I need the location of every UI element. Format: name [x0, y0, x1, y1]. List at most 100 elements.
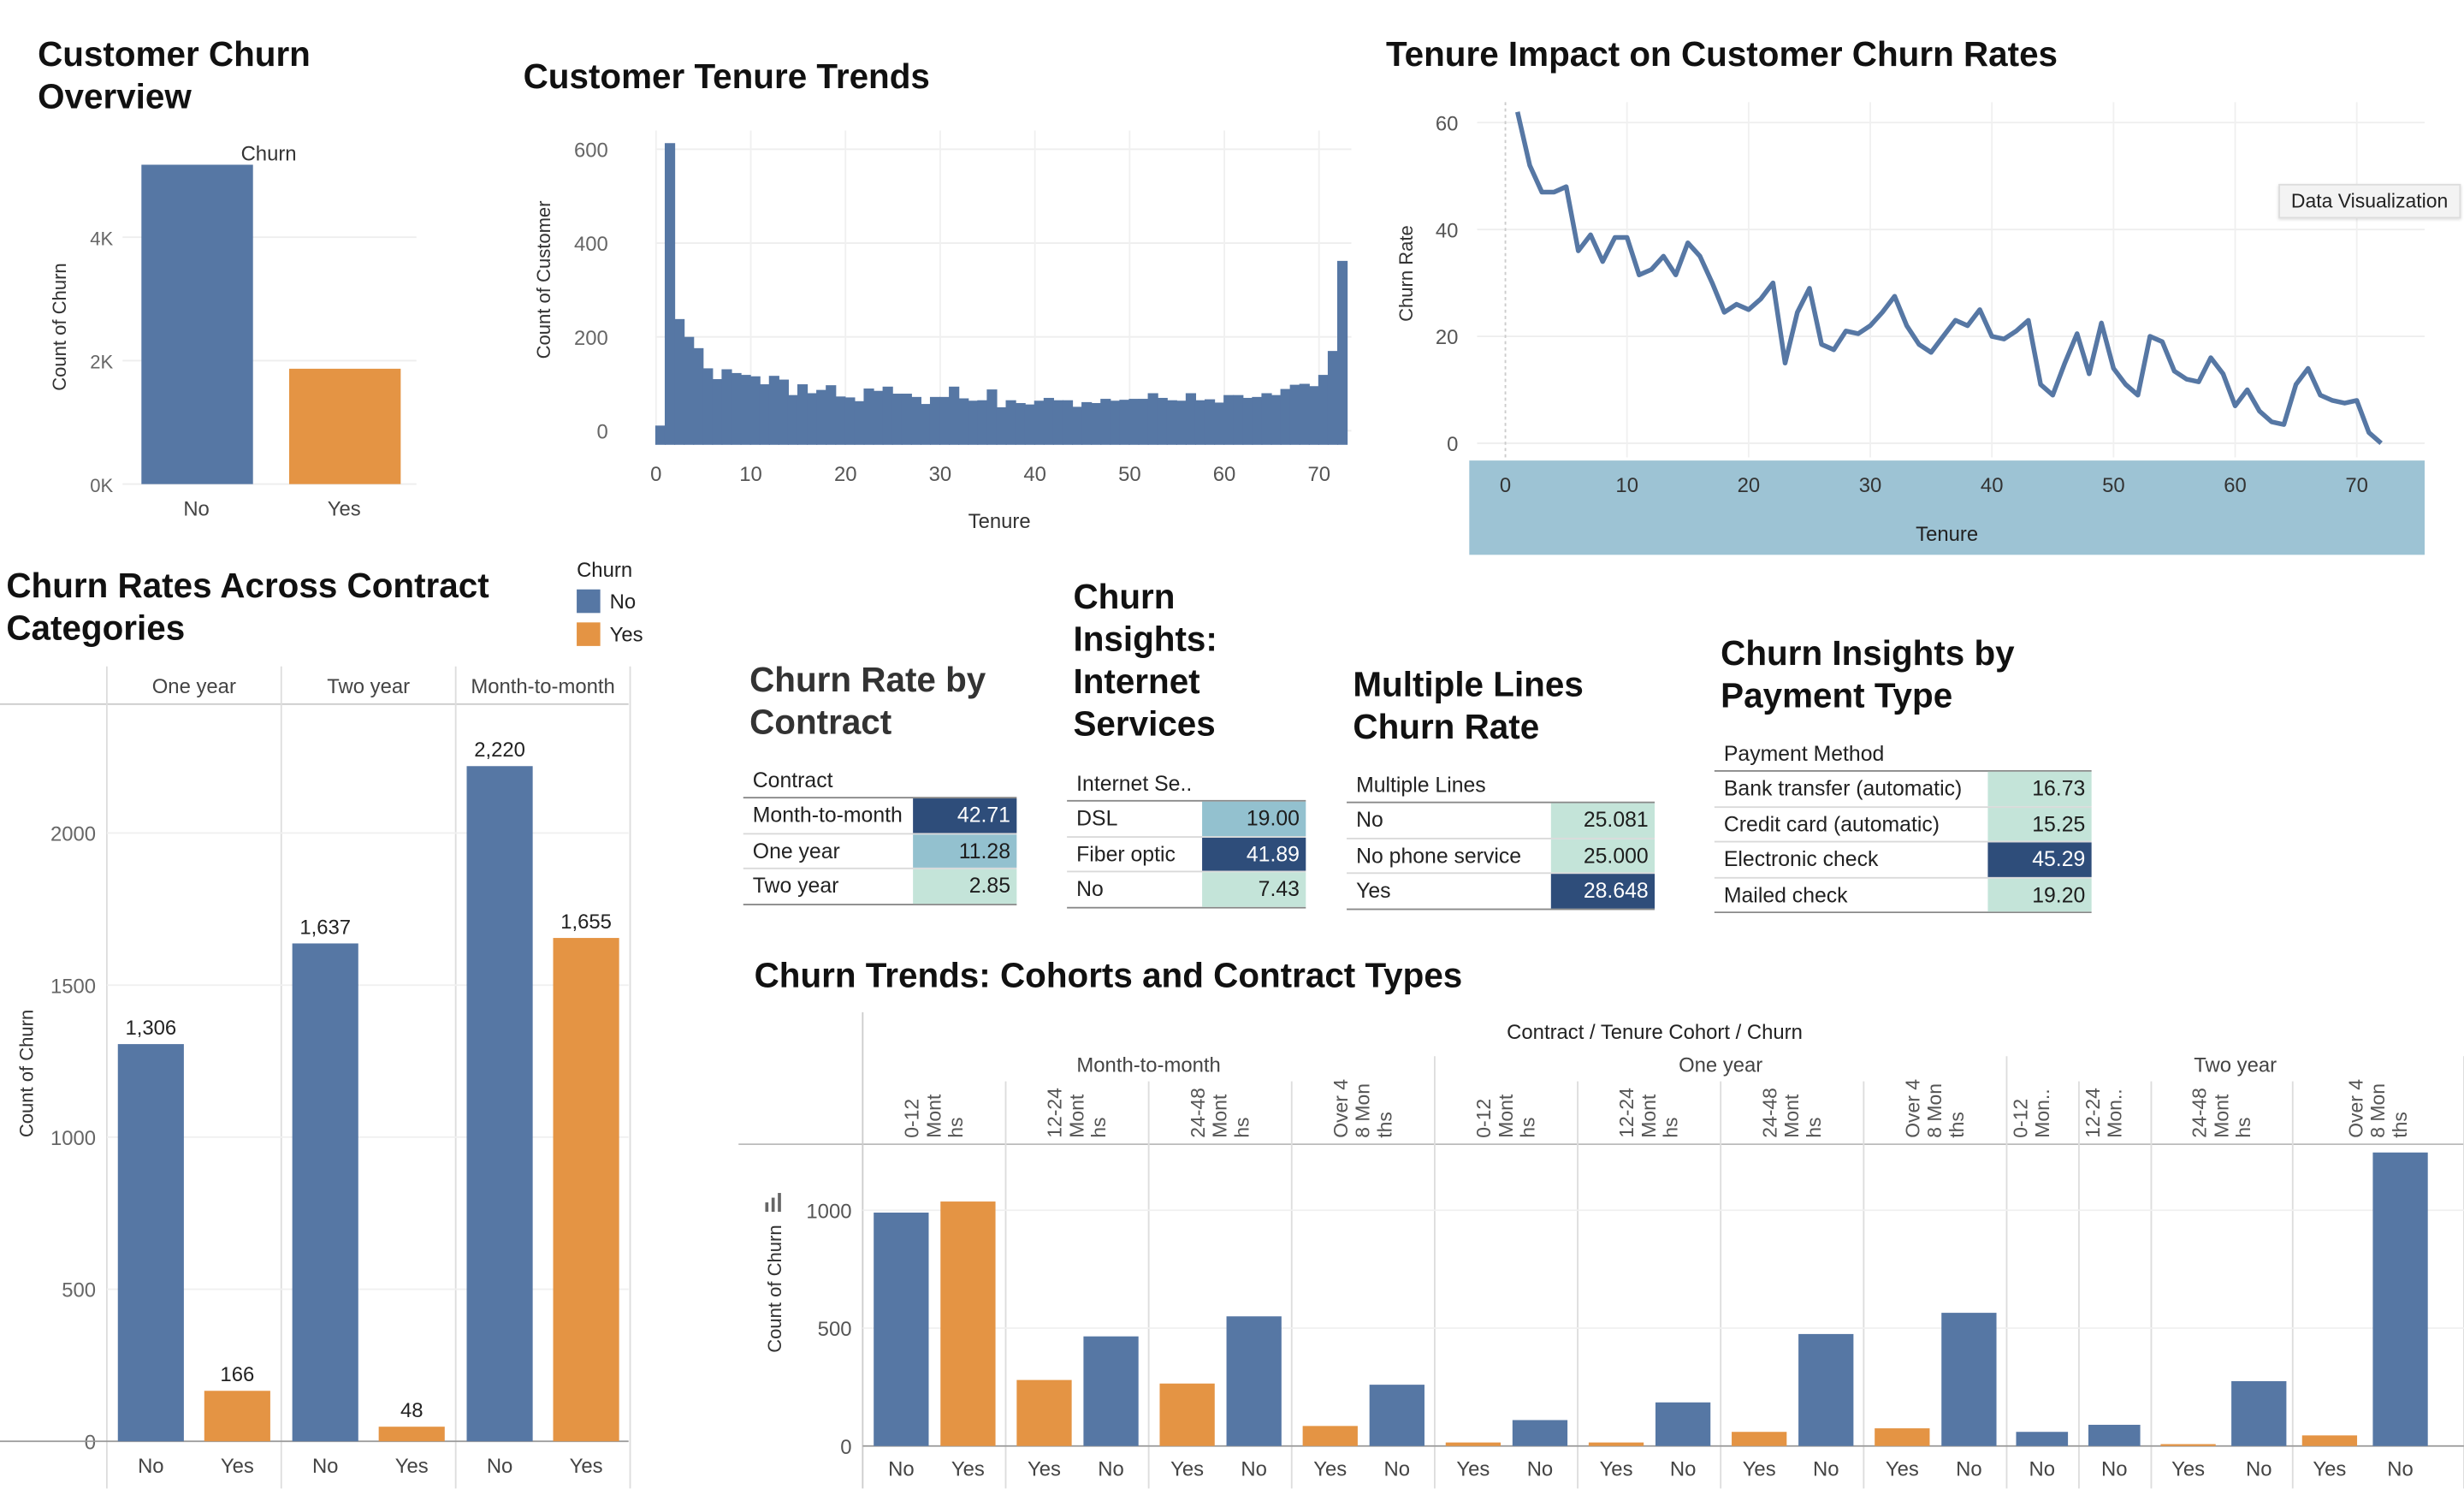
- cohort-xtick: Yes: [1600, 1458, 1633, 1481]
- hist-bar: [693, 347, 704, 445]
- lines-table-title-line2: Churn Rate: [1353, 707, 1540, 747]
- table-row-value: 25.000: [1550, 838, 1656, 873]
- contract-group-label: Two year: [327, 675, 410, 698]
- legend-item-no[interactable]: No: [577, 589, 643, 614]
- cohort-bar-no: [1226, 1316, 1282, 1446]
- tenure-hist-title: Customer Tenure Trends: [523, 56, 930, 97]
- lines-table-title: Multiple Lines Churn Rate: [1353, 663, 1583, 748]
- table-row[interactable]: Month-to-month 42.71: [743, 797, 1017, 833]
- cohort-xtick: Yes: [2313, 1458, 2346, 1481]
- hist-bar: [816, 389, 827, 445]
- hist-bar: [968, 400, 979, 445]
- cohort-label: Mont: [1209, 1094, 1231, 1138]
- payment-table-title-line2: Payment Type: [1721, 675, 1953, 715]
- table-row[interactable]: Two year 2.85: [743, 867, 1017, 904]
- table-row[interactable]: Electronic check 45.29: [1714, 840, 2092, 876]
- table-row[interactable]: Credit card (automatic) 15.25: [1714, 805, 2092, 841]
- multiple-lines-table: Multiple Lines No 25.081 No phone service 25…: [1347, 768, 1656, 910]
- cohort-ytick: 500: [818, 1318, 852, 1341]
- line-xtick: 40: [1981, 474, 2004, 497]
- hist-bar: [749, 376, 761, 445]
- hist-xtick: 50: [1118, 463, 1141, 486]
- cohort-ytick: 1000: [806, 1200, 851, 1223]
- hist-bar: [958, 398, 969, 445]
- hist-bar: [731, 372, 742, 445]
- cohort-bar-no: [1369, 1385, 1424, 1446]
- hist-bar: [1194, 400, 1206, 445]
- overview-title-line2: Overview: [38, 76, 192, 116]
- hist-ytick: 0: [597, 421, 608, 444]
- cohort-label: Over 4: [1330, 1079, 1352, 1138]
- contract-bars-title-line2: Categories: [6, 608, 186, 648]
- table-row-label: DSL: [1076, 806, 1118, 830]
- tenure-axis-band: [1469, 460, 2426, 555]
- table-row[interactable]: Fiber optic 41.89: [1067, 835, 1306, 871]
- table-row[interactable]: Mailed check 19.20: [1714, 875, 2092, 912]
- contract-ytick: 500: [62, 1279, 96, 1302]
- cohort-label: 8 Mon: [1352, 1083, 1374, 1138]
- table-row-label: Mailed check: [1723, 882, 1848, 906]
- table-bottom-rule: [1067, 905, 1306, 908]
- hist-bar: [759, 384, 770, 445]
- data-visualization-tooltip[interactable]: Data Visualization: [2278, 183, 2461, 219]
- hist-bar: [996, 406, 1007, 445]
- cohort-label: hs: [1230, 1118, 1253, 1138]
- table-row[interactable]: DSL 19.00: [1067, 799, 1306, 836]
- cohort-label: hs: [1087, 1118, 1110, 1138]
- line-xtick: 50: [2102, 474, 2125, 497]
- table-row-label: No: [1356, 808, 1383, 832]
- contract-bar-label: 1,306: [125, 1017, 176, 1040]
- hist-bar: [854, 400, 865, 445]
- line-ylabel: Churn Rate: [1395, 225, 1417, 322]
- cohort-xtick: No: [2387, 1458, 2414, 1481]
- cohort-xtick: No: [1956, 1458, 1982, 1481]
- cohort-xtick: No: [2101, 1458, 2128, 1481]
- contract-bar-label: 48: [400, 1399, 424, 1422]
- cohort-label: Over 4: [1902, 1079, 1924, 1138]
- table-row[interactable]: No phone service 25.000: [1347, 837, 1656, 873]
- table-row[interactable]: No 7.43: [1067, 870, 1306, 906]
- cohort-label: Mont: [2210, 1094, 2232, 1138]
- contract-bar-label: 1,655: [560, 911, 612, 934]
- line-xtick: 20: [1738, 474, 1761, 497]
- cohort-label: hs: [1660, 1118, 1682, 1138]
- contract-xtick: Yes: [570, 1455, 603, 1478]
- legend-item-yes[interactable]: Yes: [577, 622, 643, 646]
- cohort-bar-yes: [1016, 1379, 1072, 1446]
- hist-bar: [1138, 399, 1149, 445]
- cohort-label: ths: [2389, 1112, 2411, 1138]
- table-bottom-rule: [1714, 911, 2092, 914]
- contract-table-title-line2: Contract: [749, 703, 892, 742]
- hist-bar: [844, 397, 856, 445]
- payment-table-title: Churn Insights by Payment Type: [1721, 632, 2014, 716]
- table-row[interactable]: Yes 28.648: [1347, 872, 1656, 908]
- hist-bar: [721, 369, 732, 445]
- contract-group-label: Month-to-month: [471, 675, 614, 698]
- cohort-label: hs: [1517, 1118, 1539, 1138]
- hist-bar: [1119, 400, 1130, 445]
- table-row[interactable]: No 25.081: [1347, 801, 1656, 838]
- sort-icon: [765, 1202, 769, 1213]
- cohort-label: 0-12: [1472, 1099, 1495, 1138]
- line-xtick: 60: [2224, 474, 2247, 497]
- hist-ylabel: Count of Customer: [533, 200, 554, 359]
- contract-bar-no: [466, 766, 533, 1442]
- hist-bar: [1308, 386, 1319, 445]
- contract-bar-yes: [553, 938, 619, 1442]
- cohort-label: 12-24: [1615, 1088, 1638, 1138]
- cohort-xtick: No: [2246, 1458, 2272, 1481]
- line-xtick: 0: [1500, 474, 1511, 497]
- cohort-label: 12-24: [1044, 1088, 1066, 1138]
- hist-bar: [1034, 400, 1045, 445]
- cohort-bar-yes: [1732, 1432, 1787, 1446]
- contract-bar-no: [292, 943, 358, 1442]
- contract-table-header: Contract: [752, 768, 833, 792]
- hist-bar: [1204, 399, 1216, 445]
- cohort-label: 24-48: [2189, 1088, 2211, 1138]
- line-ytick: 0: [1447, 433, 1458, 456]
- hist-bar: [1261, 393, 1272, 445]
- table-row-label: Electronic check: [1723, 846, 1879, 871]
- cohort-label: 24-48: [1187, 1088, 1209, 1138]
- table-row[interactable]: Bank transfer (automatic) 16.73: [1714, 769, 2092, 806]
- table-row[interactable]: One year 11.28: [743, 832, 1017, 868]
